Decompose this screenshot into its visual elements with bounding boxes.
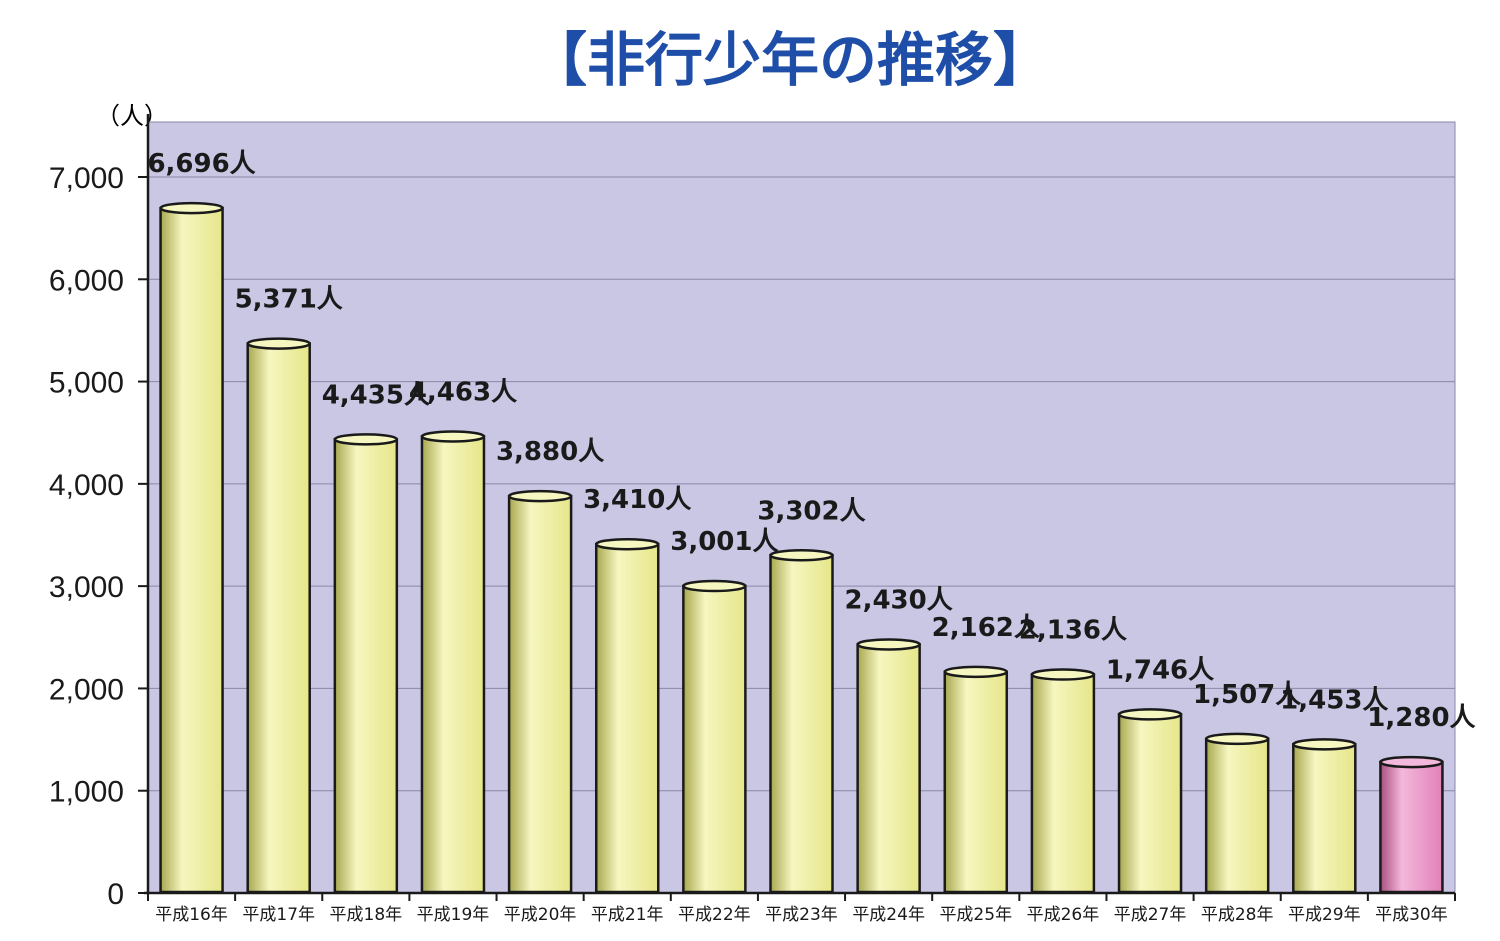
bar-body [943, 670, 1009, 894]
x-category-label: 平成23年 [765, 905, 838, 925]
bar-top-cap [420, 430, 486, 443]
x-axis-category-labels: 平成16年 平成17年 平成18年 平成19年 平成20年 平成21年 平成22年 平成23年… [155, 905, 1448, 925]
y-tick-label: 7,000 [49, 162, 124, 195]
y-tick-label: 5,000 [49, 367, 124, 400]
bar-value-label: 2,162人 [932, 613, 1040, 643]
bar-value-label: 3,302人 [757, 496, 865, 526]
x-category-label: 平成27年 [1114, 905, 1187, 925]
bar-body [507, 494, 573, 894]
x-category-label: 平成25年 [939, 905, 1012, 925]
y-tick-label: 2,000 [49, 673, 124, 706]
bar [159, 201, 224, 894]
x-category-label: 平成18年 [330, 905, 403, 925]
bar [1379, 755, 1444, 894]
bar-body [856, 643, 921, 894]
bar-value-label: 1,453人 [1280, 685, 1388, 715]
bar-value-label: 1,746人 [1106, 655, 1214, 685]
x-category-label: 平成22年 [678, 905, 751, 925]
bar-body [1379, 760, 1444, 894]
bar [246, 337, 311, 894]
bar-value-label: 6,696人 [147, 149, 255, 179]
x-category-label: 平成21年 [591, 905, 664, 925]
bar-value-label: 3,880人 [496, 437, 604, 467]
bar-value-label: 2,136人 [1019, 616, 1127, 646]
y-tick-label: 0 [107, 878, 124, 911]
bar-top-cap [769, 549, 834, 562]
bar-top-cap [1292, 738, 1357, 751]
bar-value-label: 1,507人 [1193, 680, 1301, 710]
bar [1204, 732, 1270, 894]
bar [507, 489, 573, 894]
bar-body [420, 435, 486, 894]
bar-body [594, 542, 660, 894]
x-category-label: 平成30年 [1375, 905, 1448, 925]
bar-body [1117, 713, 1183, 894]
bar-value-label: 1,280人 [1367, 703, 1475, 733]
bar-body [769, 554, 834, 894]
bar-body [246, 342, 311, 894]
bar-value-label: 2,430人 [845, 585, 953, 615]
bar-body [1030, 673, 1096, 894]
x-category-label: 平成19年 [417, 905, 490, 925]
bar [1117, 708, 1183, 894]
bar-top-cap [1117, 708, 1183, 721]
bar-value-label: 5,371人 [235, 285, 343, 315]
bar-body [1204, 737, 1270, 894]
x-category-label: 平成16年 [155, 905, 228, 925]
bar [1030, 668, 1096, 894]
bar-top-cap [682, 579, 747, 593]
bar [682, 579, 747, 894]
bar-value-label: 3,410人 [583, 485, 691, 515]
bar [943, 665, 1009, 894]
bar-top-cap [246, 337, 311, 350]
bar [1292, 738, 1357, 894]
bar-top-cap [1030, 668, 1096, 681]
bar-top-cap [594, 537, 660, 551]
x-category-label: 平成17年 [242, 905, 315, 925]
bar [594, 537, 660, 894]
bar-top-cap [159, 201, 224, 215]
y-axis-ticks: 0 1,000 2,000 3,000 4,000 5,000 6,000 7,000 [49, 162, 124, 911]
x-category-label: 平成29年 [1288, 905, 1361, 925]
bar [769, 549, 834, 894]
bar-body [159, 206, 224, 894]
bar-body [682, 584, 747, 894]
bar-value-label: 4,463人 [409, 377, 517, 407]
chart-title: 【非行少年の推移】 [529, 26, 1051, 94]
bar-body [333, 438, 399, 894]
bar-top-cap [1379, 755, 1444, 769]
bar-top-cap [333, 433, 399, 446]
bar [420, 430, 486, 894]
bar-value-label: 4,435人 [322, 380, 430, 410]
x-category-label: 平成28年 [1201, 905, 1274, 925]
y-tick-label: 6,000 [49, 264, 124, 297]
bars [159, 201, 1444, 894]
y-tick-label: 1,000 [49, 776, 124, 809]
bar-body [1292, 743, 1357, 894]
y-tick-label: 4,000 [49, 469, 124, 502]
bar-value-label: 3,001人 [670, 527, 778, 557]
bar-top-cap [943, 665, 1009, 679]
x-category-label: 平成24年 [852, 905, 925, 925]
x-category-label: 平成26年 [1027, 905, 1100, 925]
bar-top-cap [507, 489, 573, 503]
bar [856, 638, 921, 894]
x-category-label: 平成20年 [504, 905, 577, 925]
y-tick-label: 3,000 [49, 571, 124, 604]
bar [333, 433, 399, 894]
bar-top-cap [856, 638, 921, 651]
bar-top-cap [1204, 732, 1270, 746]
